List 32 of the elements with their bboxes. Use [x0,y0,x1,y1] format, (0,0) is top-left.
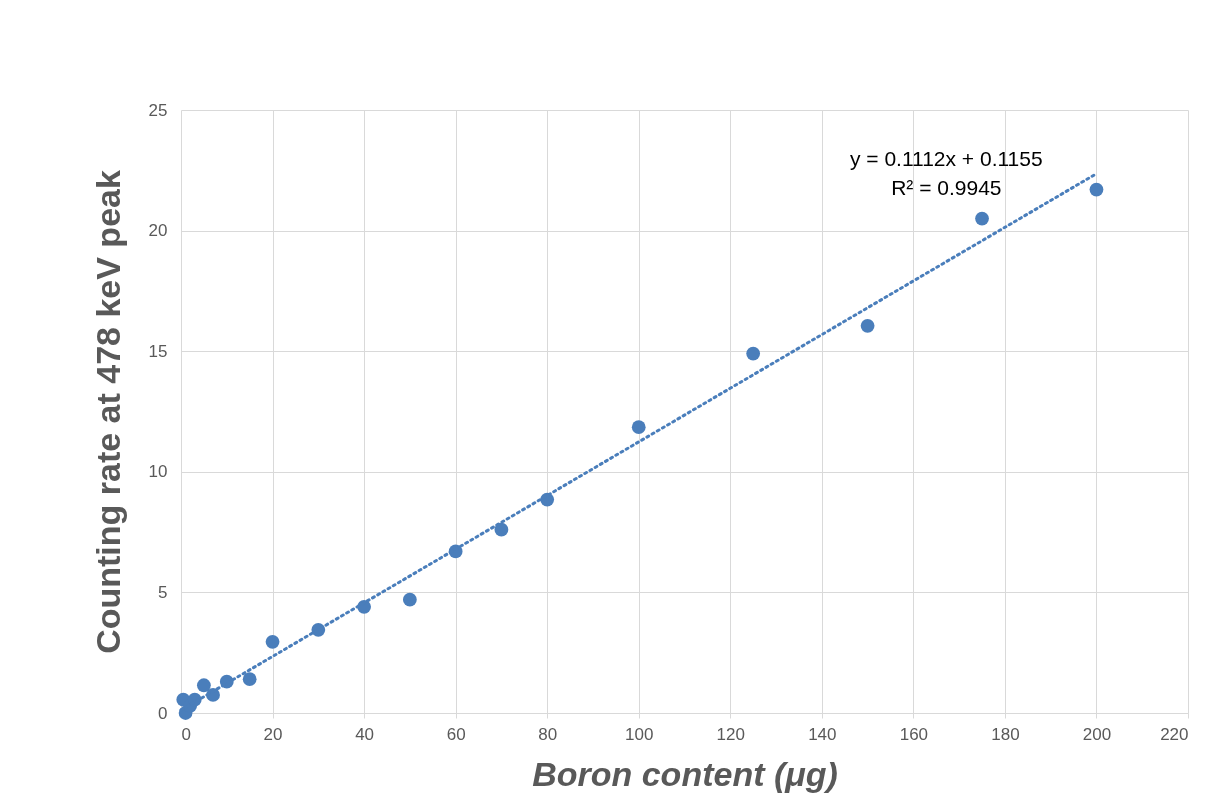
x-tick-label: 220 [1160,724,1189,744]
x-tick-label: 140 [808,724,837,744]
x-tick-label: 80 [538,724,558,744]
y-axis-title: Counting rate at 478 keV peak [88,170,127,654]
point [860,319,875,333]
x-tick-label: 60 [446,724,466,744]
annotation: y = 0.1112x + 0.1155 [849,147,1043,170]
y-tick-label: 5 [158,582,168,602]
point [402,592,417,607]
y-tick-label: 20 [148,221,168,241]
point [494,522,509,537]
x-tick-label: 100 [625,724,654,744]
x-tick-label: 160 [899,724,929,744]
point [265,634,280,649]
point [746,346,761,361]
x-tick-label: 200 [1082,724,1112,744]
y-tick-label: 10 [148,462,168,482]
x-tick-label: 40 [355,724,375,744]
point [631,420,646,435]
x-tick-label: 120 [716,724,745,744]
point [196,678,211,693]
annotation: R² = 0.9945 [891,176,1002,199]
y-tick-label: 25 [148,100,168,120]
y-tick-label: 15 [148,341,168,361]
y-tick-label: 0 [158,703,168,723]
x-axis-title: Boron content (μg) [532,754,838,793]
x-tick-label: 0 [181,724,191,744]
point [1089,182,1104,197]
point [975,211,989,226]
x-tick-label: 180 [991,724,1020,744]
x-tick-label: 20 [263,724,283,744]
point [242,672,257,687]
